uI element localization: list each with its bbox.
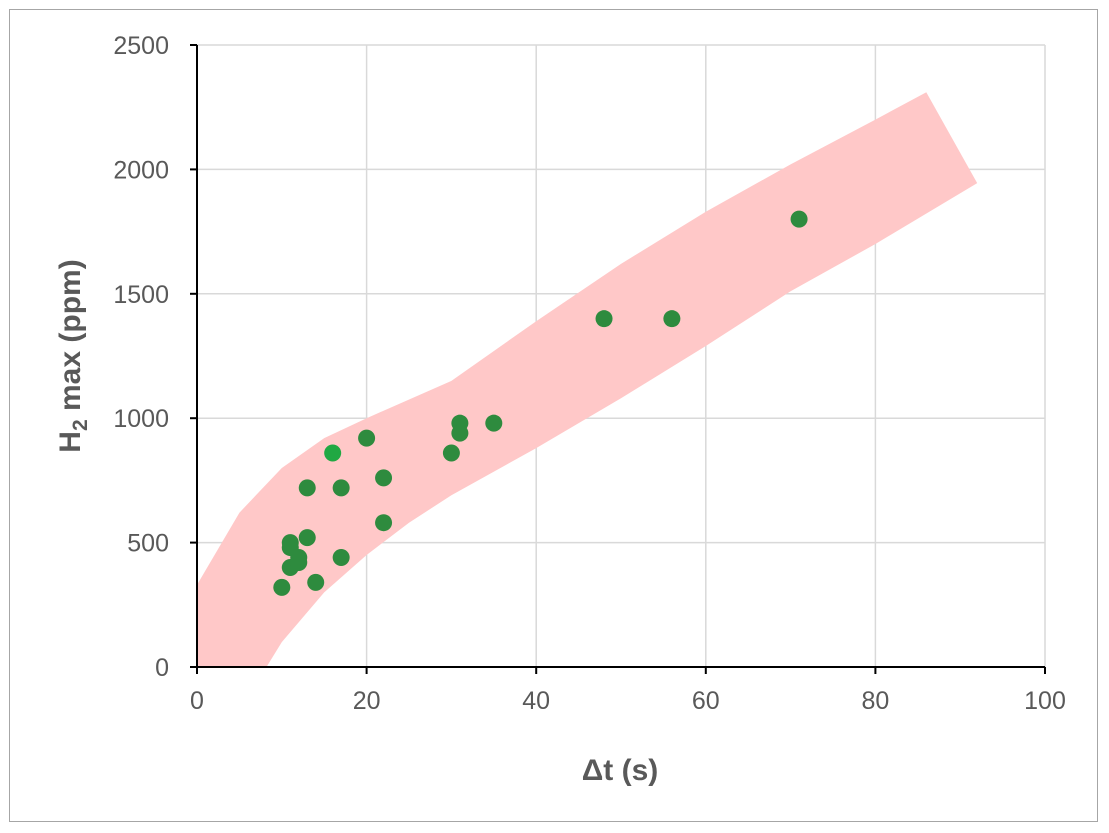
y-tick-label: 0: [155, 654, 169, 682]
data-point: [332, 549, 350, 567]
y-axis-title: H2 max (ppm): [54, 259, 92, 452]
data-point: [442, 444, 460, 462]
y-axis-title-subscript: 2: [69, 419, 92, 431]
x-tick-label: 40: [522, 687, 550, 715]
y-axis-title-rest: max (ppm): [54, 259, 87, 419]
y-tick-label: 2000: [113, 156, 169, 184]
y-tick-label: 1500: [113, 281, 169, 309]
uncertainty-band: [197, 92, 978, 668]
data-point: [595, 310, 613, 328]
x-tick-label: 20: [353, 687, 381, 715]
data-point: [358, 429, 376, 447]
data-point: [375, 469, 393, 487]
y-tick-label: 2500: [113, 32, 169, 60]
x-tick-label: 60: [692, 687, 720, 715]
data-point: [298, 529, 316, 547]
data-point: [790, 210, 808, 228]
x-tick-label: 80: [861, 687, 889, 715]
x-tick-label: 0: [190, 687, 204, 715]
data-point: [298, 479, 316, 497]
data-point: [485, 414, 503, 432]
data-point: [273, 578, 291, 596]
data-point: [451, 424, 469, 442]
data-point: [281, 534, 299, 552]
data-point: [663, 310, 681, 328]
x-axis-title: Δt (s): [582, 754, 659, 787]
axes: [196, 45, 1045, 668]
data-point: [324, 444, 342, 462]
gridlines: [197, 44, 1046, 667]
data-point: [290, 554, 308, 572]
x-tick-label: 100: [1024, 687, 1066, 715]
data-point: [307, 573, 325, 591]
y-tick-label: 1000: [113, 405, 169, 433]
data-point: [332, 479, 350, 497]
data-points: [273, 210, 808, 596]
y-tick-label: 500: [127, 530, 169, 558]
data-point: [375, 514, 393, 532]
y-axis-title-main: H: [54, 431, 87, 453]
